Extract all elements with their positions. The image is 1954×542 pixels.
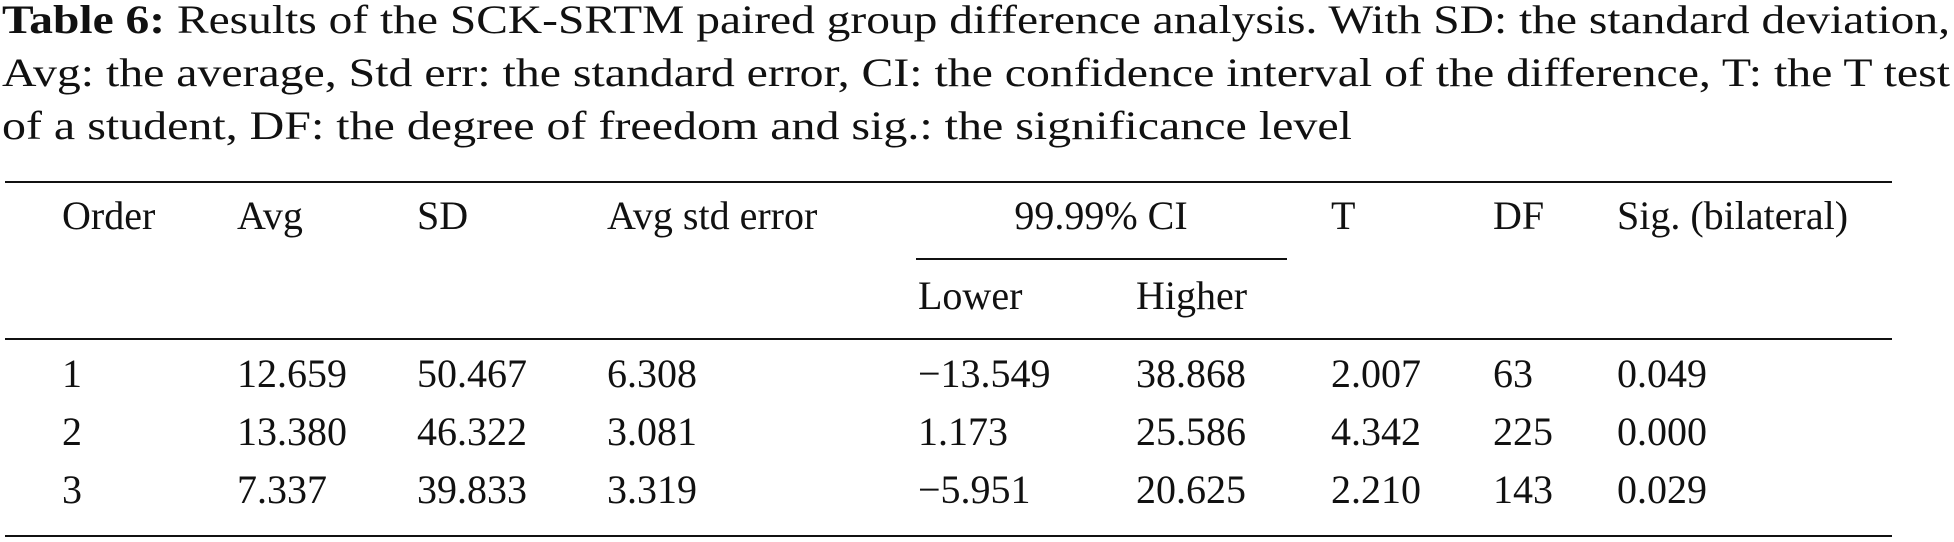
table-cell: 2.007: [1331, 351, 1421, 396]
table-cell: 13.380: [237, 409, 347, 454]
table-cell: 12.659: [237, 351, 347, 396]
table-cell: 2: [62, 409, 82, 454]
table-cell: 0.000: [1617, 409, 1707, 454]
subheader-cell: Lower: [918, 273, 1022, 318]
header-cell: 99.99% CI: [1014, 193, 1187, 238]
table-cell: 63: [1493, 351, 1533, 396]
table-cell: 225: [1493, 409, 1553, 454]
table-cell: 0.029: [1617, 467, 1707, 512]
caption-label: Table 6:: [2, 0, 165, 42]
caption-text: Results of the SCK-SRTM paired group dif…: [177, 0, 1950, 42]
table-cell: 38.868: [1136, 351, 1246, 396]
subheader-cell: Higher: [1136, 273, 1247, 318]
table-cell: 50.467: [417, 351, 527, 396]
header-cell: T: [1331, 193, 1355, 238]
caption-line: of a student, DF: the degree of freedom …: [2, 103, 1352, 148]
table-cell: 25.586: [1136, 409, 1246, 454]
table-cell: 46.322: [417, 409, 527, 454]
table-cell: 20.625: [1136, 467, 1246, 512]
table-cell: 4.342: [1331, 409, 1421, 454]
table-cell: 3.081: [607, 409, 697, 454]
caption-line: Avg: the average, Std err: the standard …: [2, 50, 1950, 95]
table-cell: 7.337: [237, 467, 327, 512]
table-cell: 2.210: [1331, 467, 1421, 512]
header-cell: Avg: [237, 193, 303, 238]
table-cell: 39.833: [417, 467, 527, 512]
table-cell: 3: [62, 467, 82, 512]
caption-line: Table 6: Results of the SCK-SRTM paired …: [2, 0, 1950, 42]
header-cell: SD: [417, 193, 468, 238]
table-cell: 1.173: [918, 409, 1008, 454]
header-cell: Sig. (bilateral): [1617, 193, 1848, 238]
table-cell: 1: [62, 351, 82, 396]
table-cell: 143: [1493, 467, 1553, 512]
table-cell: −13.549: [918, 351, 1051, 396]
table-cell: −5.951: [918, 467, 1031, 512]
table-cell: 6.308: [607, 351, 697, 396]
header-cell: Order: [62, 193, 155, 238]
header-cell: Avg std error: [607, 193, 817, 238]
header-cell: DF: [1493, 193, 1544, 238]
table-cell: 0.049: [1617, 351, 1707, 396]
table-cell: 3.319: [607, 467, 697, 512]
